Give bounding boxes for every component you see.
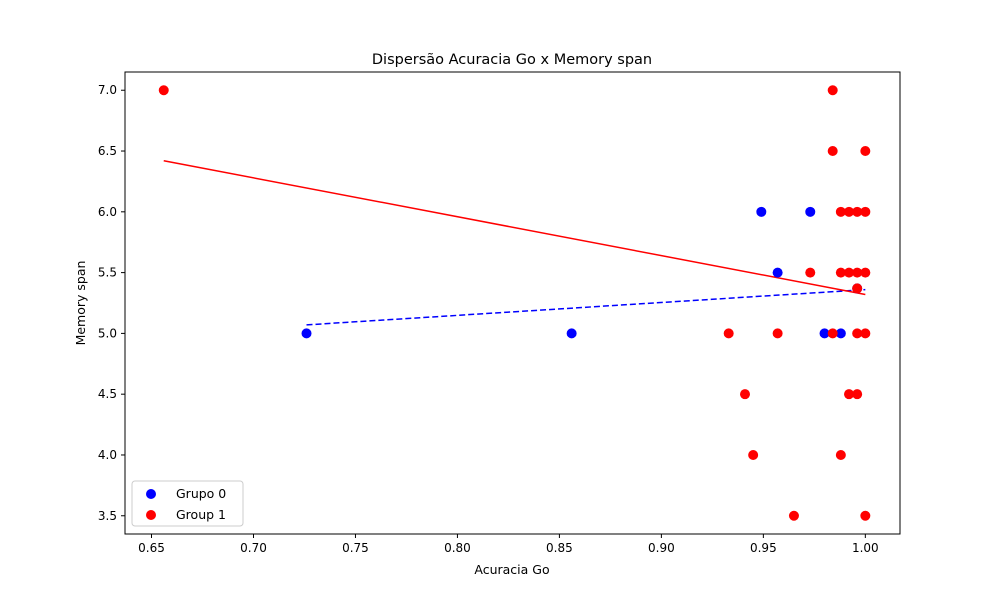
- trendline-series-0: [306, 288, 866, 326]
- data-point-series-1: [860, 510, 871, 521]
- legend-marker-grupo-0: [146, 489, 156, 499]
- legend: Grupo 0 Group 1: [131, 480, 244, 527]
- data-point-series-1: [740, 389, 750, 400]
- y-tick-label: 7.0: [98, 83, 117, 97]
- data-point-series-1: [852, 389, 863, 400]
- data-point-series-0: [566, 328, 577, 339]
- data-point-series-1: [158, 85, 169, 96]
- y-tick-label: 4.0: [98, 448, 117, 462]
- data-point-series-0: [301, 328, 312, 339]
- x-tick-label: 0.85: [546, 541, 573, 555]
- legend-label-group-1: Group 1: [176, 507, 226, 522]
- data-point-series-1: [852, 283, 863, 294]
- y-tick-label: 6.0: [98, 205, 117, 219]
- x-tick-label: 1.00: [852, 541, 879, 555]
- x-tick-label: 0.65: [138, 541, 165, 555]
- y-tick-label: 3.5: [98, 509, 117, 523]
- data-point-series-1: [844, 267, 855, 278]
- data-point-series-1: [835, 449, 846, 460]
- x-tick-label: 0.95: [750, 541, 777, 555]
- data-point-series-1: [852, 328, 863, 339]
- y-tick-label: 6.5: [98, 144, 117, 158]
- y-tick-label: 5.5: [98, 266, 117, 280]
- legend-label-grupo-0: Grupo 0: [176, 486, 226, 501]
- data-point-series-1: [860, 328, 871, 339]
- data-point-series-1: [860, 206, 871, 217]
- data-point-series-0: [805, 206, 816, 217]
- data-point-series-1: [827, 85, 838, 96]
- data-point-series-0: [772, 267, 783, 278]
- chart-title: Dispersão Acuracia Go x Memory span: [372, 52, 652, 68]
- data-point-series-1: [748, 449, 759, 460]
- x-axis-label: Acuracia Go: [474, 562, 549, 577]
- data-points: [158, 85, 871, 521]
- data-point-series-1: [835, 206, 846, 217]
- y-axis-label: Memory span: [73, 261, 88, 346]
- data-point-series-1: [835, 267, 846, 278]
- legend-box: [131, 480, 244, 527]
- trendline-series-1: [163, 160, 866, 296]
- data-point-series-1: [723, 328, 734, 339]
- y-axis-ticks: 3.5 4.0 4.5 5.0 5.5 6.0 6.5 7.0: [98, 83, 125, 523]
- legend-marker-group-1: [146, 510, 156, 520]
- data-point-series-1: [827, 146, 838, 157]
- x-tick-label: 0.75: [342, 541, 369, 555]
- x-tick-label: 0.90: [648, 541, 675, 555]
- data-point-series-0: [756, 206, 767, 217]
- data-point-series-1: [852, 267, 863, 278]
- data-point-series-1: [860, 267, 871, 278]
- data-point-series-0: [835, 328, 846, 339]
- data-point-series-1: [827, 328, 838, 339]
- x-axis-ticks: 0.65 0.70 0.75 0.80 0.85 0.90 0.95 1.00: [138, 534, 879, 555]
- data-point-series-1: [844, 206, 855, 217]
- trendlines: [163, 160, 866, 326]
- y-tick-label: 5.0: [98, 326, 117, 340]
- data-point-series-0: [819, 328, 830, 339]
- data-point-series-1: [788, 510, 799, 521]
- x-tick-label: 0.80: [444, 541, 471, 555]
- plot-area-frame: [124, 71, 901, 535]
- y-tick-label: 4.5: [98, 387, 117, 401]
- data-point-series-1: [844, 389, 855, 400]
- data-point-series-1: [805, 267, 816, 278]
- data-point-series-1: [772, 328, 783, 339]
- data-point-series-1: [860, 146, 871, 157]
- data-point-series-1: [852, 206, 863, 217]
- x-tick-label: 0.70: [240, 541, 267, 555]
